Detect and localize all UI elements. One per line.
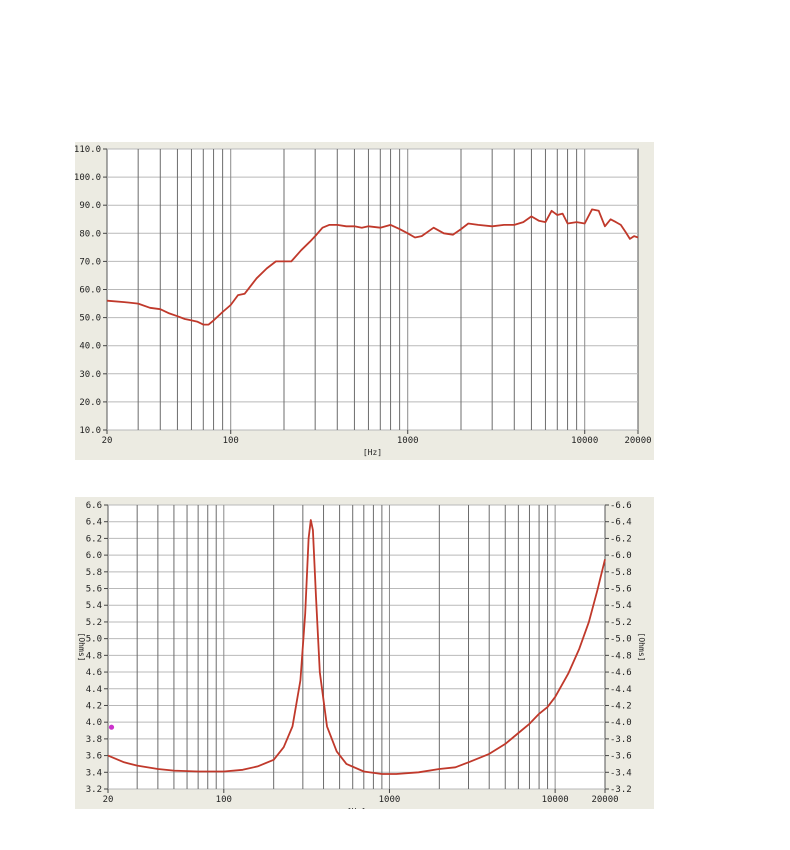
y-tick-label: 3.6: [86, 752, 102, 762]
y2-tick-label: -6.2: [610, 534, 632, 544]
y-tick-label: 30.0: [79, 370, 101, 380]
y-tick-label: 80.0: [79, 229, 101, 239]
y2-tick-label: -3.6: [610, 752, 632, 762]
y-tick-label: 3.8: [86, 735, 102, 745]
y-tick-label: 100.0: [75, 173, 101, 183]
x-tick-label: 20000: [624, 436, 651, 446]
x-tick-label: 20: [102, 436, 113, 446]
y2-tick-label: -3.4: [610, 768, 632, 778]
y-tick-label: 6.6: [86, 501, 102, 511]
y2-tick-label: -5.0: [610, 635, 632, 645]
y2-tick-label: -5.2: [610, 618, 632, 628]
x-tick-label: 1000: [397, 436, 419, 446]
y-tick-label: 5.2: [86, 618, 102, 628]
y2-tick-label: -3.2: [610, 785, 632, 795]
y-tick-label: 6.0: [86, 551, 102, 561]
y-tick-label: 3.4: [86, 768, 102, 778]
y2-tick-label: -4.4: [610, 685, 632, 695]
x-tick-label: 20000: [591, 795, 618, 805]
x-tick-label: 10000: [542, 795, 569, 805]
y-tick-label: 4.4: [86, 685, 102, 695]
x-tick-label: 10000: [571, 436, 598, 446]
y-tick-label: 5.6: [86, 585, 102, 595]
y2-tick-label: -3.8: [610, 735, 632, 745]
spl-chart-panel: 110.0 100.0 90.0 80.0 70.0 60.0 50.0 40.0 30.0 20…: [75, 142, 654, 460]
x-axis-title: [Hz]: [363, 448, 382, 457]
y2-tick-label: -6.4: [610, 518, 632, 528]
y-tick-label: 70.0: [79, 257, 101, 267]
plot-area: [107, 504, 606, 790]
y2-axis-title: [Ohms]: [637, 633, 646, 662]
y2-tick-label: -4.2: [610, 701, 632, 711]
y-tick-label: 6.2: [86, 534, 102, 544]
data-marker: [108, 724, 115, 730]
y2-tick-label: -6.0: [610, 551, 632, 561]
y-tick-label: 5.4: [86, 601, 102, 611]
y-tick-label: 5.8: [86, 568, 102, 578]
y2-tick-label: -4.8: [610, 651, 632, 661]
series-line: [107, 519, 606, 775]
y-tick-label: 50.0: [79, 314, 101, 324]
y-tick-label: 110.0: [75, 145, 101, 155]
y-tick-label: 6.4: [86, 518, 102, 528]
impedance-chart-panel: 6.6 6.4 6.2 6.0 5.8 5.6 5.4 5.2 5.0 4.8 4.6 4.4 4.2 4…: [75, 497, 654, 809]
y2-tick-label: -4.6: [610, 668, 632, 678]
x-axis-title: [Hz]: [347, 807, 366, 809]
x-tick-label: 100: [216, 795, 232, 805]
x-tick-label: 100: [223, 436, 239, 446]
y-tick-label: 20.0: [79, 398, 101, 408]
y-tick-label: 4.0: [86, 718, 102, 728]
y-tick-label: 40.0: [79, 342, 101, 352]
series-line: [106, 208, 639, 326]
y-tick-label: 4.2: [86, 701, 102, 711]
x-tick-label: 1000: [379, 795, 401, 805]
y-tick-label: 10.0: [79, 426, 101, 436]
y-tick-label: 60.0: [79, 286, 101, 296]
y-tick-label: 4.8: [86, 651, 102, 661]
y-tick-label: 3.2: [86, 785, 102, 795]
impedance-chart: 6.6 6.4 6.2 6.0 5.8 5.6 5.4 5.2 5.0 4.8 4.6 4.4 4.2 4…: [77, 501, 646, 809]
y-tick-label: 90.0: [79, 201, 101, 211]
x-tick-label: 20: [103, 795, 114, 805]
spl-chart: 110.0 100.0 90.0 80.0 70.0 60.0 50.0 40.0 30.0 20…: [75, 145, 652, 457]
y-axis-title: [Ohms]: [77, 633, 86, 662]
y-tick-label: 4.6: [86, 668, 102, 678]
y2-tick-label: -6.6: [610, 501, 632, 511]
y-tick-label: 5.0: [86, 635, 102, 645]
y2-tick-label: -5.4: [610, 601, 632, 611]
y2-tick-label: -4.0: [610, 718, 632, 728]
y2-tick-label: -5.6: [610, 585, 632, 595]
y2-tick-label: -5.8: [610, 568, 632, 578]
